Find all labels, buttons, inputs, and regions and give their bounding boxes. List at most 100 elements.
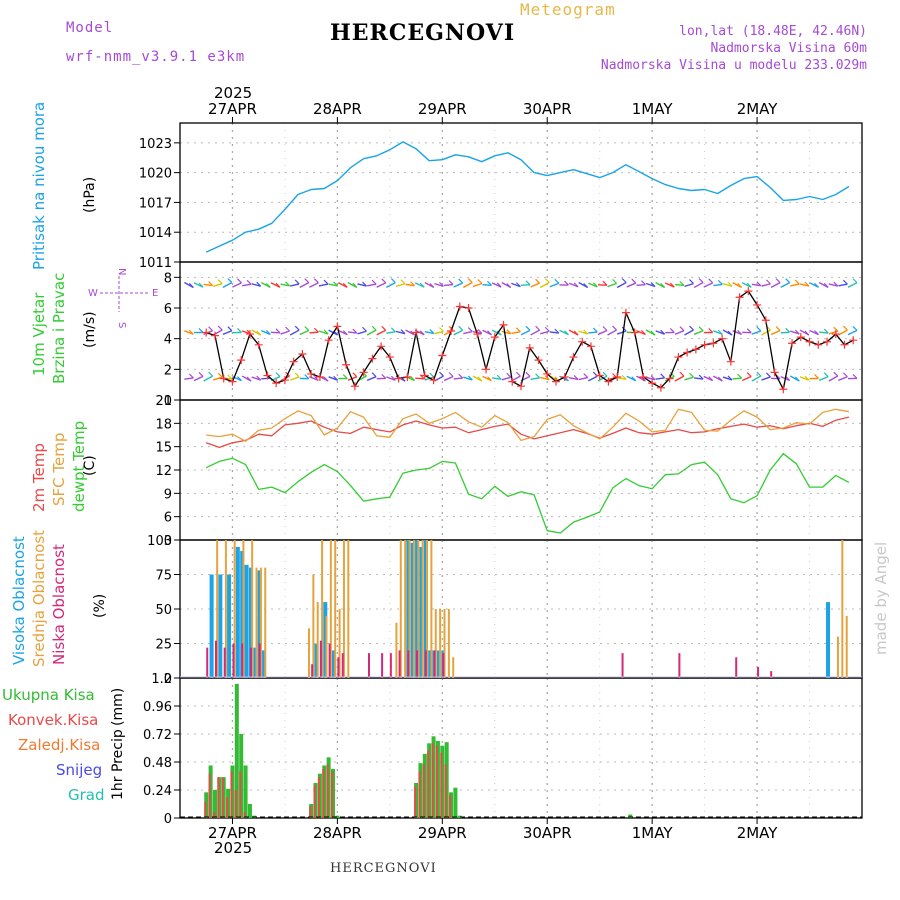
panel-frame xyxy=(179,122,863,263)
wind-speed-marker xyxy=(202,328,211,337)
wind-arrow-head xyxy=(804,330,810,336)
wind-speed-marker xyxy=(455,302,464,311)
wind-arrow xyxy=(799,283,810,287)
wind-arrow xyxy=(222,281,233,289)
cloud-bar xyxy=(433,650,436,678)
wind-arrow-head xyxy=(458,373,464,379)
wind-arrow xyxy=(578,376,588,381)
cloud-bar xyxy=(233,540,236,678)
wind-arrow-head xyxy=(256,330,262,336)
y-tick-label: 1020 xyxy=(139,167,172,182)
wind-arrow-head xyxy=(188,373,194,379)
wind-arrow xyxy=(251,283,261,287)
wind-arrow xyxy=(482,283,492,287)
wind-speed-marker xyxy=(210,331,219,340)
wind-arrow xyxy=(386,281,396,289)
wind-arrow-head xyxy=(371,279,377,285)
wind-arrow-head xyxy=(506,372,512,378)
cloud-bar xyxy=(241,643,244,678)
precip-bar xyxy=(309,806,312,818)
wind-arrow-head xyxy=(323,279,329,285)
precip-unit: (mm) xyxy=(110,687,126,726)
wind-arrow-head xyxy=(439,327,444,332)
x-label-bottom: 2MAY xyxy=(737,824,779,842)
wind-speed-marker xyxy=(805,337,814,346)
cloud-bar xyxy=(316,602,319,678)
wind-arrow-head xyxy=(804,375,810,381)
cloud-bar xyxy=(253,647,258,678)
wind-arrow-head xyxy=(275,282,281,288)
compass-n-label: N xyxy=(116,268,127,275)
wind-arrow-head xyxy=(717,376,723,382)
wind-arrow xyxy=(328,376,338,381)
wind-arrow-head xyxy=(477,279,483,284)
wind-arrow xyxy=(818,376,829,381)
wind-arrow-head xyxy=(515,327,521,333)
wind-arrow xyxy=(376,282,387,288)
wind-arrow-head xyxy=(544,326,550,332)
precip-bar xyxy=(335,815,340,818)
cloud-bar xyxy=(338,609,341,678)
compass-s-label: S xyxy=(116,322,127,328)
wind-arrow-head xyxy=(544,278,550,283)
wind-arrow-head xyxy=(362,281,367,287)
wind-arrow-head xyxy=(640,330,646,335)
wind-arrow-head xyxy=(285,326,290,332)
wind-speed-marker xyxy=(272,379,281,388)
wind-arrow-head xyxy=(756,371,762,377)
wind-arrow-head xyxy=(496,374,502,380)
wind-arrow-head xyxy=(727,375,733,381)
compass-e-label: E xyxy=(152,288,158,299)
y-tick-label: 1023 xyxy=(139,137,172,152)
wind-arrow-head xyxy=(294,372,300,378)
wind-speed-marker xyxy=(788,339,797,348)
cloud-bar xyxy=(439,609,442,678)
wind-arrow-head xyxy=(737,373,743,379)
wind-arrow xyxy=(741,375,752,382)
wind-arrow xyxy=(597,375,608,382)
cloud-bar xyxy=(443,609,446,678)
wind-arrow-head xyxy=(852,374,858,379)
wind-arrow xyxy=(530,282,540,288)
wind-arrow-head xyxy=(506,283,512,288)
wind-arrow xyxy=(328,283,338,287)
x-label-bottom: 28APR xyxy=(313,824,362,842)
precip-bar xyxy=(217,777,220,818)
y-tick-label: 21 xyxy=(155,394,172,409)
wind-speed-marker xyxy=(342,360,351,369)
wind-speed-marker xyxy=(307,369,316,378)
wind-arrow-head xyxy=(794,376,800,382)
wind-speed-marker xyxy=(551,377,560,386)
wind-arrow xyxy=(415,377,425,380)
panel-precip: 0 0.24 0.48 0.72 0.96 1.2 xyxy=(143,672,863,827)
wind-arrow xyxy=(549,282,560,288)
precip-series-0 xyxy=(204,683,633,818)
wind-arrow-head xyxy=(256,375,262,381)
panel-frame xyxy=(179,677,863,819)
cloud-bar xyxy=(421,540,424,678)
wind-speed-marker xyxy=(709,339,718,348)
wind-arrow-head xyxy=(429,328,435,334)
wind-arrow-head xyxy=(477,328,483,334)
wind-arrow-head xyxy=(515,371,521,377)
wind-arrow xyxy=(838,329,848,336)
wind-arrow-head xyxy=(400,279,406,285)
wind-arrow xyxy=(626,282,637,288)
wind-arrow xyxy=(261,329,271,336)
wind-arrow-head xyxy=(265,330,271,335)
cloud-bar xyxy=(395,622,398,678)
wind-arrow xyxy=(568,376,579,381)
cloud-bar xyxy=(841,540,844,678)
wind-arrow-head xyxy=(313,327,319,333)
wind-speed-marker xyxy=(648,379,657,388)
wind-speed-marker xyxy=(621,308,630,317)
y-tick-label: 0.48 xyxy=(143,756,172,771)
precip-bar xyxy=(418,771,421,818)
wind-arrow-head xyxy=(496,330,502,336)
wind-arrow xyxy=(616,281,627,289)
wind-arrow xyxy=(193,375,204,382)
wind-arrow-head xyxy=(227,326,233,332)
wind-speed-marker xyxy=(289,357,298,366)
wind-arrow-head xyxy=(237,278,242,284)
wind-speed-marker xyxy=(394,374,403,383)
